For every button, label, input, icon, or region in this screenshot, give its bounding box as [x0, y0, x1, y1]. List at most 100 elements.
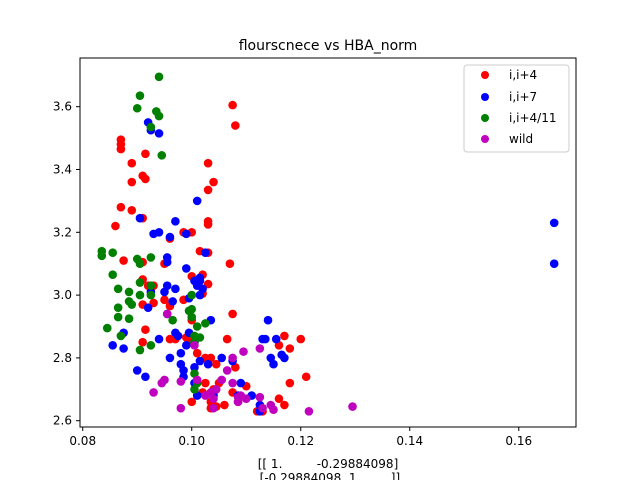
data-point-i-i-7: [154, 334, 164, 344]
data-point-i-i-4-11: [154, 72, 164, 82]
legend-label-i-i7: i,i+7: [509, 90, 537, 104]
data-point-i-i-4: [211, 359, 221, 369]
data-point-i-i-7: [176, 348, 186, 358]
data-point-i-i-7: [217, 353, 227, 363]
x-tick-label: 0.10: [178, 434, 205, 448]
legend-marker-i-i4: [481, 71, 489, 79]
y-axis-ticks: 2.6 2.8 3.0 3.2 3.4 3.6: [53, 100, 80, 428]
data-point-i-i-4: [119, 256, 128, 265]
data-point-i-i-7: [549, 218, 559, 228]
y-tick-label: 3.2: [53, 225, 72, 239]
data-point-i-i-4: [285, 344, 295, 353]
data-point-i-i-4-11: [146, 341, 156, 350]
data-point-i-i-4-11: [146, 281, 156, 290]
data-point-wild: [348, 402, 357, 411]
data-point-wild: [217, 375, 227, 385]
data-point-i-i-7: [261, 334, 270, 344]
data-point-wild: [233, 397, 243, 407]
data-point-i-i-4-11: [135, 259, 145, 268]
data-point-i-i-4: [201, 378, 210, 388]
data-point-i-i-7: [135, 213, 145, 223]
data-point-i-i-4: [111, 221, 120, 231]
data-point-i-i-4-11: [97, 251, 107, 261]
x-tick-label: 0.12: [287, 434, 314, 448]
x-tick-label: 0.08: [69, 434, 96, 448]
data-point-i-i-7: [154, 129, 164, 138]
data-point-i-i-7: [181, 229, 191, 239]
y-tick-label: 3.4: [53, 162, 72, 176]
data-point-i-i-4-11: [124, 314, 134, 323]
data-point-i-i-4-11: [201, 319, 210, 328]
data-point-i-i-7: [280, 353, 289, 363]
y-tick-label: 2.6: [53, 414, 72, 428]
data-point-i-i-4: [228, 309, 237, 319]
data-point-wild: [255, 392, 265, 402]
data-point-i-i-4-11: [187, 290, 197, 300]
data-point-i-i-7: [269, 359, 278, 369]
legend: i,i+4 i,i+7 i,i+4/11 wild: [463, 64, 570, 153]
data-point-wild: [209, 394, 218, 404]
data-point-i-i-7: [181, 264, 191, 273]
data-point-i-i-4-11: [157, 151, 167, 160]
data-point-i-i-4: [127, 158, 137, 168]
data-point-i-i-4-11: [154, 111, 164, 121]
data-point-i-i-4-11: [146, 290, 156, 300]
data-point-i-i-4: [187, 397, 197, 407]
data-point-i-i-7: [141, 372, 150, 382]
data-point-wild: [192, 375, 202, 385]
data-point-i-i-4: [160, 295, 169, 305]
x-tick-label: 0.14: [396, 434, 423, 448]
data-point-i-i-4-11: [190, 385, 199, 394]
data-point-i-i-7: [171, 217, 180, 226]
data-point-i-i-7: [195, 276, 205, 286]
data-point-i-i-4: [296, 334, 306, 344]
data-point-i-i-7: [132, 366, 142, 375]
data-point-wild: [209, 403, 218, 413]
legend-marker-i-i7: [481, 93, 489, 101]
data-point-i-i-4: [116, 144, 126, 154]
data-point-i-i-7: [160, 287, 169, 297]
data-point-i-i-4-11: [108, 270, 118, 279]
data-point-i-i-7: [108, 341, 118, 350]
data-point-wild: [176, 377, 186, 386]
data-point-i-i-4: [116, 202, 126, 212]
data-point-i-i-4: [225, 259, 235, 268]
x-axis-ticks: 0.08 0.10 0.12 0.14 0.16: [69, 427, 532, 448]
data-point-i-i-4: [203, 185, 213, 195]
data-point-i-i-7: [181, 341, 191, 350]
data-point-i-i-7: [154, 227, 164, 237]
data-point-wild: [211, 385, 221, 394]
x-tick-label: 0.16: [505, 434, 532, 448]
data-point-i-i-7: [171, 284, 180, 294]
data-point-i-i-4-11: [168, 315, 177, 325]
data-point-i-i-4-11: [135, 91, 145, 100]
data-point-i-i-4-11: [102, 323, 112, 333]
y-tick-label: 2.8: [53, 351, 72, 365]
data-points-layer: [97, 72, 559, 416]
legend-marker-wild: [481, 135, 489, 143]
y-tick-label: 3.0: [53, 288, 72, 302]
data-point-wild: [239, 347, 248, 356]
data-point-i-i-4: [141, 174, 150, 184]
data-point-i-i-4-11: [192, 322, 202, 331]
data-point-wild: [149, 388, 158, 397]
data-point-wild: [258, 403, 267, 413]
data-point-i-i-4-11: [132, 103, 142, 113]
data-point-i-i-4: [141, 325, 150, 334]
data-point-wild: [176, 403, 186, 413]
data-point-wild: [269, 405, 278, 415]
data-point-i-i-7: [549, 259, 559, 268]
x-axis-label-line-1: [[ 1. -0.29884098]: [258, 457, 399, 471]
data-point-i-i-7: [271, 334, 281, 344]
data-point-i-i-4: [228, 100, 237, 110]
data-point-wild: [157, 378, 167, 388]
data-point-i-i-4: [138, 337, 147, 347]
data-point-i-i-4: [127, 206, 137, 215]
data-point-i-i-4-11: [146, 253, 156, 262]
data-point-i-i-7: [165, 353, 175, 363]
data-point-i-i-4: [141, 149, 150, 159]
data-point-i-i-4: [192, 348, 202, 358]
data-point-wild: [228, 378, 237, 388]
data-point-wild: [222, 366, 232, 375]
